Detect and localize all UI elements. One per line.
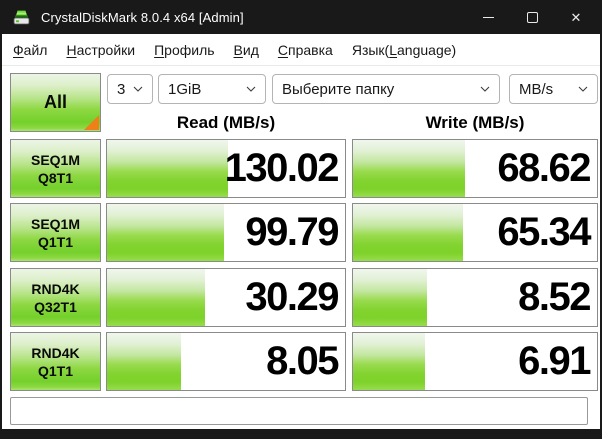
app-icon — [13, 9, 31, 25]
test-count-select[interactable]: 3 — [107, 74, 153, 104]
menu-item-settings[interactable]: Настройки — [66, 41, 136, 58]
title-bar: CrystalDiskMark 8.0.4 x64 [Admin] ✕ — [0, 0, 602, 34]
write-value: 6.91 — [518, 339, 591, 383]
result-bar — [353, 269, 428, 326]
all-button[interactable]: All — [10, 73, 101, 132]
read-result-cell: 30.29 — [106, 268, 346, 327]
result-row-seq1m-q1t1: SEQ1M Q1T1 99.79 65.34 — [2, 203, 600, 262]
result-row-rnd4k-q32t1: RND4K Q32T1 30.29 8.52 — [2, 268, 600, 327]
menu-item-file[interactable]: Файл — [13, 41, 48, 58]
write-result-cell: 65.34 — [352, 203, 598, 262]
menu-item-language[interactable]: Язык(Language) — [351, 41, 457, 58]
close-icon: ✕ — [570, 9, 582, 25]
menu-item-help[interactable]: Справка — [277, 41, 333, 58]
result-bar — [107, 333, 181, 390]
menu-item-view[interactable]: Вид — [233, 41, 259, 58]
result-bar — [107, 204, 224, 261]
write-result-cell: 6.91 — [352, 332, 598, 391]
write-value: 8.52 — [518, 275, 591, 319]
close-button[interactable]: ✕ — [554, 0, 598, 34]
maximize-button[interactable] — [510, 0, 554, 34]
result-bar — [353, 140, 466, 197]
read-value: 99.79 — [245, 210, 339, 254]
menu-bar: Файл Настройки Профиль Вид Справка Язык(… — [2, 34, 600, 66]
read-value: 130.02 — [224, 146, 340, 190]
chevron-down-icon — [480, 86, 490, 92]
window-title: CrystalDiskMark 8.0.4 x64 [Admin] — [41, 9, 244, 25]
result-row-rnd4k-q1t1: RND4K Q1T1 8.05 6.91 — [2, 332, 600, 391]
comment-input[interactable] — [10, 397, 588, 425]
read-result-cell: 8.05 — [106, 332, 346, 391]
minimize-icon — [482, 16, 494, 18]
write-column-header: Write (MB/s) — [425, 113, 525, 132]
result-bar — [353, 333, 425, 390]
write-result-cell: 8.52 — [352, 268, 598, 327]
menu-item-profile[interactable]: Профиль — [154, 41, 215, 58]
test-button-rnd4k-q1t1[interactable]: RND4K Q1T1 — [10, 332, 101, 391]
write-result-cell: 68.62 — [352, 139, 598, 198]
test-button-seq1m-q1t1[interactable]: SEQ1M Q1T1 — [10, 203, 101, 262]
read-result-cell: 99.79 — [106, 203, 346, 262]
target-folder-select[interactable]: Выберите папку — [272, 74, 500, 104]
read-result-cell: 130.02 — [106, 139, 346, 198]
read-value: 8.05 — [266, 339, 339, 383]
result-bar — [353, 204, 463, 261]
result-bar — [107, 269, 205, 326]
unit-select[interactable]: MB/s — [509, 74, 598, 104]
maximize-icon — [526, 11, 538, 23]
write-value: 65.34 — [497, 210, 591, 254]
result-row-seq1m-q8t1: SEQ1M Q8T1 130.02 68.62 — [2, 139, 600, 198]
test-size-select[interactable]: 1GiB — [158, 74, 266, 104]
window-controls: ✕ — [466, 0, 598, 34]
minimize-button[interactable] — [466, 0, 510, 34]
read-value: 30.29 — [245, 275, 339, 319]
result-bar — [107, 140, 229, 197]
test-button-seq1m-q8t1[interactable]: SEQ1M Q8T1 — [10, 139, 101, 198]
corner-marker-icon — [84, 115, 99, 130]
client-area: Файл Настройки Профиль Вид Справка Язык(… — [2, 34, 600, 429]
chevron-down-icon — [578, 86, 588, 92]
test-button-rnd4k-q32t1[interactable]: RND4K Q32T1 — [10, 268, 101, 327]
chevron-down-icon — [246, 86, 256, 92]
write-value: 68.62 — [497, 146, 591, 190]
chevron-down-icon — [133, 86, 143, 92]
read-column-header: Read (MB/s) — [176, 113, 276, 132]
